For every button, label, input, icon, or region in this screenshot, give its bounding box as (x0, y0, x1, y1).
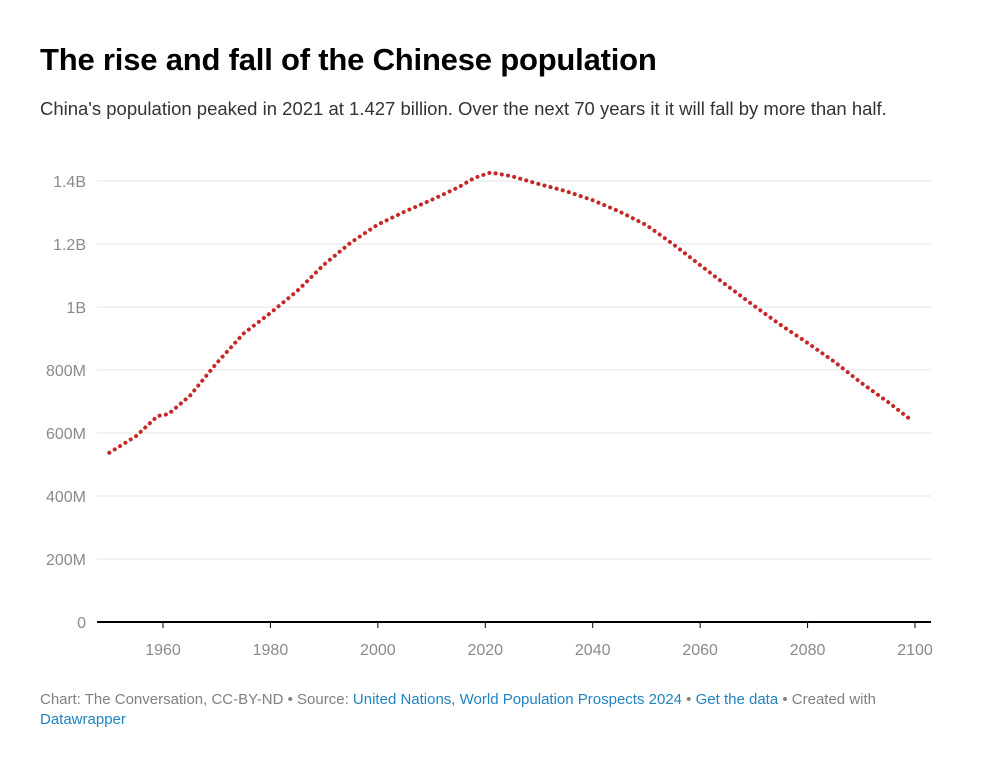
x-tick-label: 2060 (682, 642, 718, 659)
x-tick-label: 2040 (575, 642, 611, 659)
x-axis: 1960 1980 2000 2020 2040 2060 2080 2100 (97, 621, 933, 659)
y-axis-labels: 0 200M 400M 600M 800M 1B 1.2B 1.4B (46, 174, 86, 632)
y-tick-label: 400M (46, 489, 86, 506)
x-tick-label: 2020 (467, 642, 503, 659)
get-the-data-link[interactable]: Get the data (695, 691, 779, 708)
gridlines (97, 180, 931, 560)
chart-footer: Chart: The Conversation, CC-BY-ND • Sour… (40, 690, 950, 730)
y-tick-label: 0 (77, 615, 86, 632)
x-tick-label: 2100 (897, 642, 933, 659)
population-series (107, 170, 912, 455)
population-line-chart: 0 200M 400M 600M 800M 1B 1.2B 1.4B 1960 1980 2000… (46, 170, 933, 659)
y-tick-label: 200M (46, 552, 86, 569)
y-tick-label: 600M (46, 426, 86, 443)
chart-credit: Chart: The Conversation, CC-BY-ND (40, 691, 284, 708)
footer-separator: • (287, 691, 293, 708)
footer-separator: • (782, 691, 788, 708)
x-tick-label: 2000 (360, 642, 396, 659)
datawrapper-link[interactable]: Datawrapper (40, 711, 126, 728)
footer-separator: • (686, 691, 692, 708)
x-tick-label: 2080 (790, 642, 826, 659)
population-line (107, 170, 912, 455)
source-prefix: Source: (297, 691, 349, 708)
created-with-prefix: Created with (791, 691, 876, 708)
y-tick-label: 1B (66, 300, 86, 317)
x-tick-label: 1980 (253, 642, 289, 659)
chart-subtitle: China's population peaked in 2021 at 1.4… (40, 98, 887, 119)
source-link[interactable]: United Nations, World Population Prospec… (352, 691, 682, 708)
x-tick-label: 1960 (145, 642, 181, 659)
y-tick-label: 1.2B (53, 237, 86, 254)
chart-title: The rise and fall of the Chinese populat… (40, 42, 657, 77)
y-tick-label: 1.4B (53, 174, 86, 191)
y-tick-label: 800M (46, 363, 86, 380)
